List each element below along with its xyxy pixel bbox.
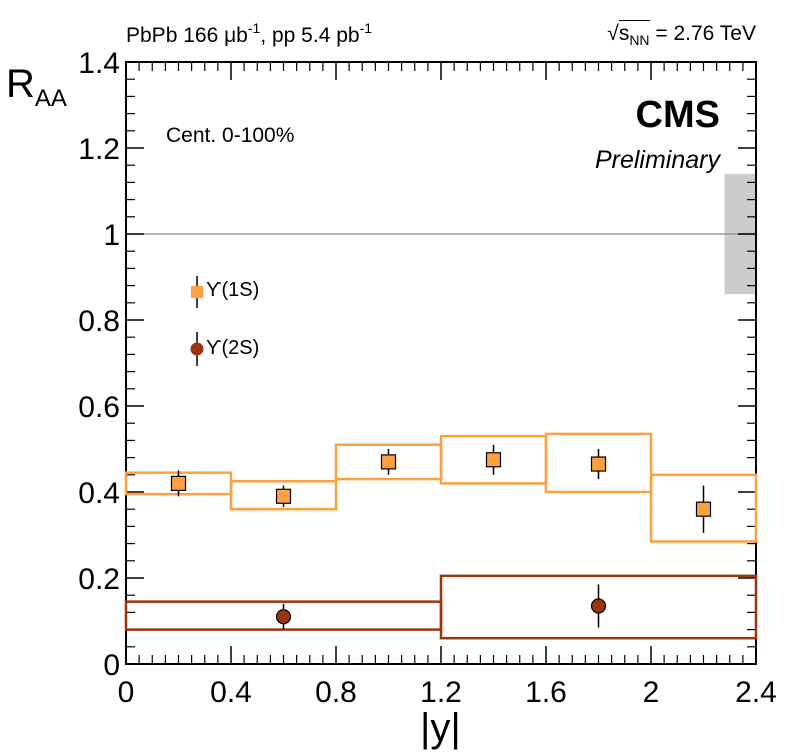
data-point-ups1s	[695, 501, 712, 517]
preliminary-label: Preliminary	[594, 146, 720, 174]
x-tick-label: 1.2	[420, 676, 462, 709]
x-tick-label: 0	[118, 676, 135, 709]
x-tick-label: 1.6	[525, 676, 567, 709]
centrality-label: Cent. 0-100%	[166, 124, 295, 147]
energy-label: √sNN = 2.76 TeV	[607, 20, 756, 48]
x-tick-label: 0.4	[210, 676, 252, 709]
x-tick-label: 2.4	[735, 676, 777, 709]
syst-box-ups2s	[439, 574, 758, 640]
y-tick-label: 0.8	[78, 305, 120, 338]
data-point-ups1s	[275, 488, 292, 504]
y-tick-label: 0	[103, 649, 120, 682]
data-point-ups2s	[275, 609, 292, 625]
y-tick-label: 1	[103, 219, 120, 252]
x-tick-label: 2	[643, 676, 660, 709]
data-point-ups2s	[590, 598, 607, 614]
y-tick-label: 1.4	[78, 47, 120, 80]
data-point-ups1s	[170, 475, 187, 491]
data-point-ups1s	[485, 452, 502, 468]
x-tick-label: 0.8	[315, 676, 357, 709]
data-point-ups1s	[380, 454, 397, 470]
legend-entry-ups1s: ϒ(1S)	[206, 279, 260, 301]
luminosity-label: PbPb 166 μb-1, pp 5.4 pb-1	[126, 20, 373, 47]
legend-entry-ups2s: ϒ(2S)	[206, 337, 260, 359]
syst-box-ups1s	[544, 432, 653, 494]
x-axis-label: |y|	[420, 706, 461, 750]
y-tick-label: 0.4	[78, 477, 120, 510]
y-tick-label: 1.2	[78, 133, 120, 166]
legend-marker-ups2s	[190, 342, 204, 356]
y-axis-label: RAA	[6, 62, 67, 112]
legend-marker-ups1s	[191, 286, 203, 298]
cms-logo-text: CMS	[635, 94, 720, 136]
y-tick-label: 0.6	[78, 391, 120, 424]
syst-box-ups1s	[649, 473, 758, 543]
syst-box-ups1s	[229, 480, 338, 511]
data-point-ups1s	[590, 456, 607, 472]
y-tick-label: 0.2	[78, 563, 120, 596]
